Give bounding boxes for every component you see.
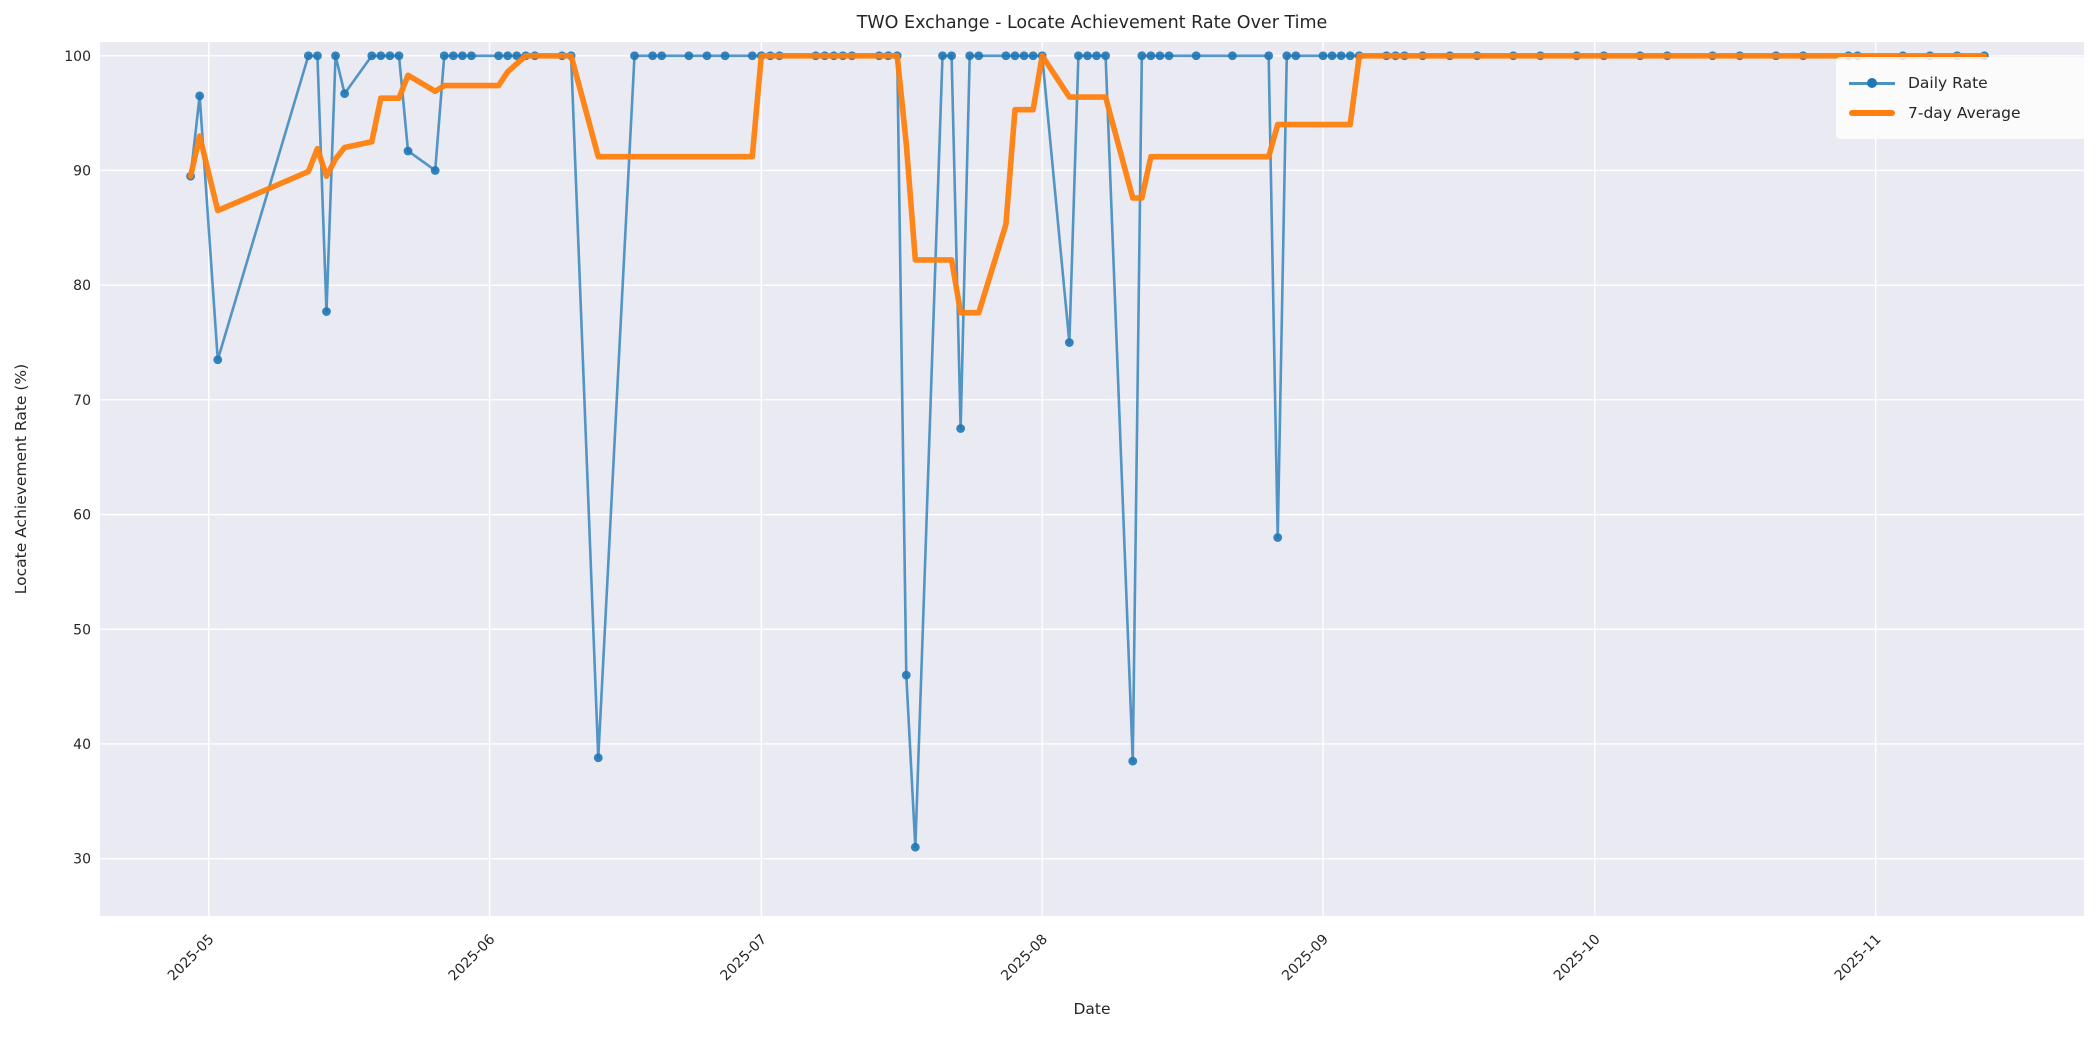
daily-rate-marker bbox=[385, 51, 395, 61]
chart-title: TWO Exchange - Locate Achievement Rate O… bbox=[856, 13, 1328, 33]
y-axis-label: Locate Achievement Rate (%) bbox=[12, 363, 30, 595]
plot-area bbox=[100, 42, 2084, 916]
y-tick-label: 60 bbox=[73, 508, 91, 524]
daily-rate-marker bbox=[965, 51, 975, 61]
x-tick-label: 2025-07 bbox=[717, 932, 770, 985]
daily-rate-marker bbox=[1128, 756, 1138, 766]
daily-rate-marker bbox=[439, 51, 449, 61]
daily-rate-marker bbox=[1146, 51, 1156, 61]
daily-rate-marker bbox=[947, 51, 956, 61]
daily-rate-marker bbox=[657, 51, 667, 61]
daily-rate-marker bbox=[938, 51, 947, 61]
daily-rate-line-swatch-icon bbox=[1848, 68, 1896, 98]
daily-rate-marker bbox=[1164, 51, 1174, 61]
avg-line bbox=[187, 52, 1988, 316]
daily-rate-marker bbox=[303, 51, 313, 61]
x-tick-label: 2025-11 bbox=[1832, 932, 1885, 985]
legend-item-7day-average: 7-day Average bbox=[1848, 98, 2074, 128]
daily-rate-marker bbox=[1155, 51, 1165, 61]
daily-rate-marker bbox=[503, 51, 513, 61]
y-tick-label: 100 bbox=[64, 49, 91, 65]
y-tick-label: 80 bbox=[73, 278, 91, 294]
x-tick-label: 2025-09 bbox=[1279, 932, 1332, 985]
legend-label-7day-average: 7-day Average bbox=[1908, 104, 2021, 122]
daily-rate-marker bbox=[1336, 51, 1346, 61]
y-tick-label: 70 bbox=[73, 393, 91, 409]
daily-rate-marker bbox=[313, 51, 322, 61]
daily-rate-marker bbox=[956, 424, 966, 433]
daily-rate-marker bbox=[403, 146, 413, 156]
daily-rate-marker bbox=[213, 355, 223, 365]
daily-rate-marker bbox=[494, 51, 504, 61]
x-tick-label: 2025-08 bbox=[998, 932, 1051, 985]
avg-line-swatch-icon bbox=[1848, 98, 1896, 128]
daily-rate-marker bbox=[1345, 51, 1355, 61]
daily-rate-marker bbox=[394, 51, 404, 61]
daily-rate-marker bbox=[630, 51, 639, 61]
y-tick-label: 30 bbox=[73, 852, 91, 868]
daily-rate-marker bbox=[1291, 51, 1301, 61]
daily-rate-marker bbox=[367, 51, 377, 61]
daily-rate-marker bbox=[457, 51, 467, 61]
daily-rate-marker bbox=[1001, 51, 1011, 61]
daily-rate-marker bbox=[1028, 51, 1038, 61]
daily-rate-marker bbox=[1101, 51, 1110, 61]
daily-rate-marker bbox=[512, 51, 522, 61]
daily-rate-marker bbox=[448, 51, 458, 61]
daily-rate-marker bbox=[1074, 51, 1083, 61]
daily-rate-marker bbox=[702, 51, 712, 61]
y-tick-label: 50 bbox=[73, 622, 91, 638]
daily-rate-marker bbox=[1010, 51, 1020, 61]
daily-rate-marker bbox=[467, 51, 476, 61]
daily-rate-marker bbox=[1282, 51, 1292, 61]
x-tick-label: 2025-10 bbox=[1551, 932, 1604, 985]
daily-rate-marker bbox=[1327, 51, 1337, 61]
daily-rate-marker bbox=[1191, 51, 1201, 61]
daily-rate-marker bbox=[901, 670, 911, 680]
daily-rate-marker bbox=[1064, 338, 1074, 347]
daily-rate-marker bbox=[747, 51, 757, 61]
daily-rate-marker bbox=[376, 51, 386, 61]
daily-rate-marker bbox=[322, 307, 331, 316]
daily-rate-marker bbox=[1264, 51, 1274, 61]
y-tick-label: 40 bbox=[73, 737, 91, 753]
daily-rate-marker bbox=[1273, 533, 1283, 542]
x-tick-label: 2025-05 bbox=[165, 932, 218, 985]
daily-rate-marker bbox=[195, 91, 205, 101]
daily-rate-marker bbox=[720, 51, 730, 61]
daily-rate-marker bbox=[684, 51, 694, 61]
x-axis-label: Date bbox=[1073, 1000, 1111, 1018]
daily-rate-marker bbox=[1318, 51, 1328, 61]
daily-rate-marker bbox=[1083, 51, 1092, 61]
daily-rate-marker bbox=[1228, 51, 1237, 61]
y-tick-label: 90 bbox=[73, 163, 91, 179]
daily-rate-marker bbox=[331, 51, 340, 61]
daily-rate-marker bbox=[340, 89, 350, 99]
legend-label-daily-rate: Daily Rate bbox=[1908, 74, 1988, 92]
legend: Daily Rate 7-day Average bbox=[1836, 57, 2086, 139]
legend-item-daily-rate: Daily Rate bbox=[1848, 68, 2074, 98]
daily-rate-marker bbox=[974, 51, 984, 61]
daily-rate-marker bbox=[1019, 51, 1029, 61]
daily-rate-marker bbox=[593, 753, 603, 763]
x-tick-label: 2025-06 bbox=[446, 931, 499, 984]
daily-rate-marker bbox=[648, 51, 658, 61]
daily-rate-marker bbox=[1137, 51, 1147, 61]
daily-rate-marker bbox=[430, 166, 440, 175]
daily-rate-marker bbox=[910, 842, 920, 852]
daily-rate-marker bbox=[1092, 51, 1101, 61]
